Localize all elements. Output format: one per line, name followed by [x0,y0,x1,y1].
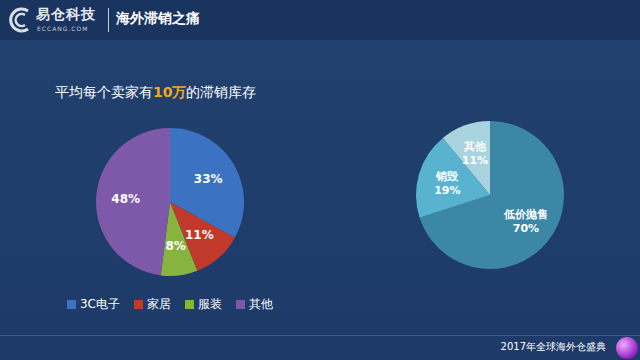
svg-text:其他11%: 其他11% [462,140,488,167]
html-text:3C电子: 3C电子 [80,297,120,311]
html-text:ECCANG.COM: ECCANG.COM [37,25,89,32]
svg-text:33%: 33% [194,172,223,186]
html-text:家居: 家居 [147,297,171,311]
html-text:其他: 其他 [249,297,273,311]
html-text:服装: 服装 [198,297,222,311]
svg-text:销毁19%: 销毁19% [434,170,460,197]
html-text:2017年全球海外仓盛典: 2017年全球海外仓盛典 [500,341,606,352]
html-text:平均每个卖家有10万的滞销库存: 平均每个卖家有10万的滞销库存 [55,84,257,100]
svg-text:低价抛售70%: 低价抛售70% [503,208,548,235]
html-text:易仓科技: 易仓科技 [36,6,96,22]
svg-text:8%: 8% [165,239,185,253]
html-text:海外滞销之痛: 海外滞销之痛 [116,10,200,26]
svg-text:48%: 48% [111,192,140,206]
svg-text:11%: 11% [185,228,214,242]
